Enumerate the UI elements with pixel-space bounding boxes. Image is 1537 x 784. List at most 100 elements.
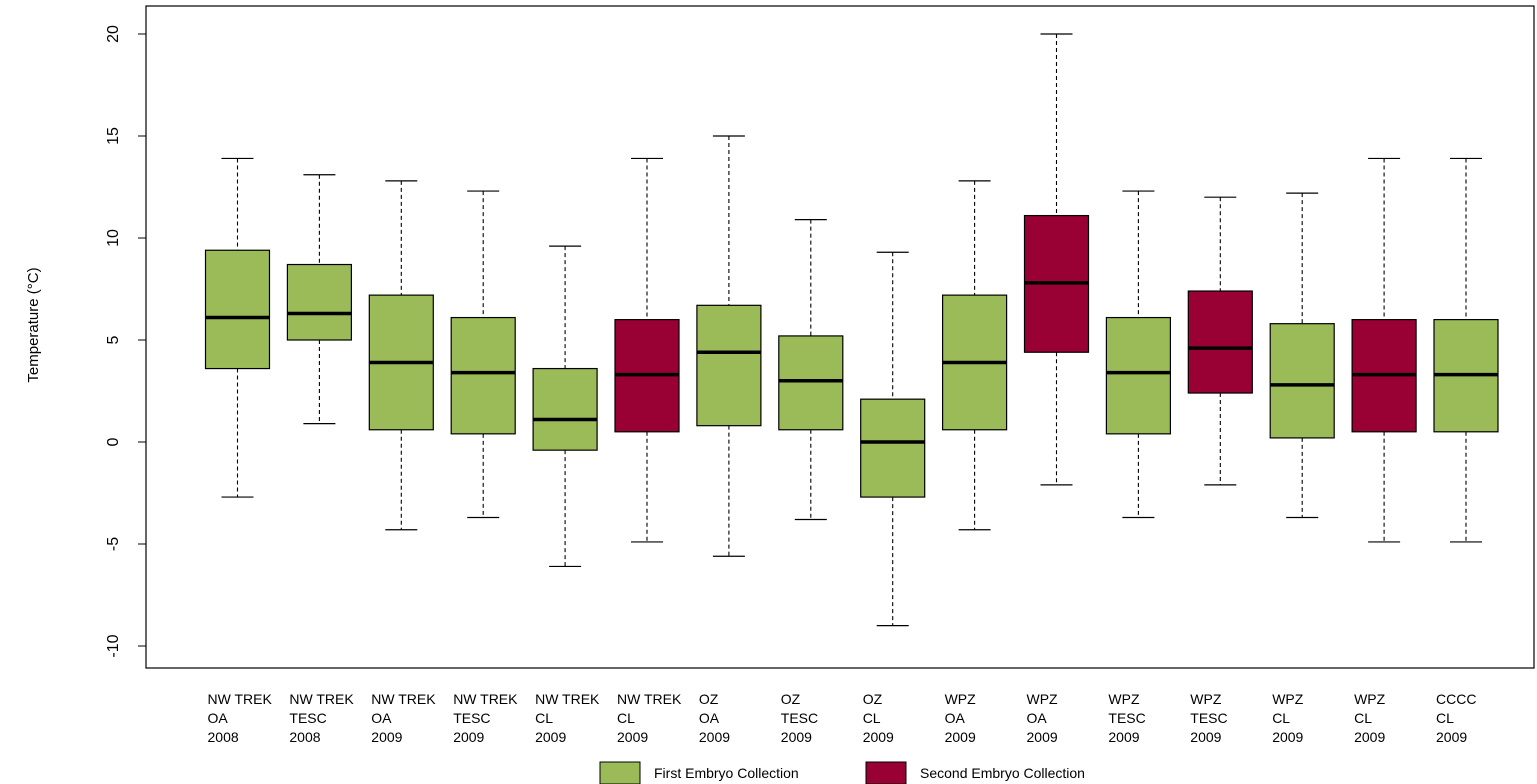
box-12 [1105, 190, 1172, 519]
x-category-label-line: WPZ [1354, 691, 1386, 707]
box-6 [614, 157, 680, 543]
x-category-label-line: CL [863, 710, 881, 726]
x-category-label-line: CL [535, 710, 553, 726]
box-5 [532, 245, 598, 568]
x-category-label-line: CL [1354, 710, 1372, 726]
box-10 [941, 180, 1008, 531]
x-category-label-line: OZ [699, 691, 719, 707]
x-category-label-line: 2009 [617, 729, 648, 745]
box-15 [1351, 157, 1417, 543]
x-category-label-line: 2009 [863, 729, 894, 745]
x-category-label-line: WPZ [1108, 691, 1140, 707]
x-category-label: CCCC CL 2009 [1436, 691, 1476, 745]
y-tick-label: 5 [105, 335, 122, 344]
legend-label: Second Embryo Collection [920, 765, 1085, 781]
y-tick-label: 0 [105, 437, 122, 446]
iqr-box [204, 249, 271, 370]
x-category-label: WPZ TESC 2009 [1190, 691, 1227, 745]
x-category-label-line: OA [699, 710, 720, 726]
x-category-label: NW TREK TESC 2008 [289, 691, 354, 745]
x-category-label-line: 2009 [699, 729, 730, 745]
x-category-label: WPZ OA 2009 [945, 691, 977, 745]
x-category-label-line: TESC [1108, 710, 1145, 726]
x-category-label-line: CL [1272, 710, 1290, 726]
y-tick-label: -10 [105, 634, 122, 657]
x-category-label-line: NW TREK [208, 691, 273, 707]
x-category-label-line: OZ [781, 691, 801, 707]
x-category-label-line: WPZ [1272, 691, 1304, 707]
x-category-label-line: 2009 [1027, 729, 1058, 745]
iqr-box [860, 398, 926, 498]
x-category-label-line: TESC [289, 710, 326, 726]
box-3 [368, 180, 434, 531]
x-category-label-line: OA [945, 710, 966, 726]
iqr-box [286, 263, 352, 341]
box-2 [286, 174, 352, 425]
x-category-label-line: WPZ [1027, 691, 1059, 707]
box-7 [696, 135, 762, 557]
iqr-box [1105, 316, 1172, 435]
x-category-label-line: TESC [453, 710, 490, 726]
x-category-label: WPZ TESC 2009 [1108, 691, 1145, 745]
legend: First Embryo Collection Second Embryo Col… [599, 761, 1085, 784]
iqr-box [532, 367, 598, 451]
box-11 [1023, 33, 1090, 486]
y-tick-label: -5 [105, 537, 122, 551]
x-category-label-line: OA [371, 710, 392, 726]
x-category-label-line: 2009 [371, 729, 402, 745]
legend-swatch [865, 761, 907, 784]
x-category-label-line: OZ [863, 691, 883, 707]
x-category-label: WPZ CL 2009 [1354, 691, 1386, 745]
iqr-box [696, 304, 762, 427]
y-axis: 20 15 10 5 0 -5 -10 [105, 25, 147, 658]
x-category-label-line: WPZ [1190, 691, 1222, 707]
box-series [204, 33, 1499, 627]
x-category-label: OZ TESC 2009 [781, 691, 818, 745]
legend-item-first: First Embryo Collection [599, 761, 799, 784]
legend-item-second: Second Embryo Collection [865, 761, 1085, 784]
x-category-label: WPZ CL 2009 [1272, 691, 1304, 745]
iqr-box [450, 316, 516, 435]
x-category-label: NW TREK CL 2009 [617, 691, 682, 745]
x-category-label-line: OA [208, 710, 229, 726]
x-category-label-line: CCCC [1436, 691, 1476, 707]
x-category-label-line: 2009 [453, 729, 484, 745]
x-category-label-line: WPZ [945, 691, 977, 707]
x-category-label-line: NW TREK [289, 691, 354, 707]
x-category-label: NW TREK TESC 2009 [453, 691, 518, 745]
box-9 [860, 251, 926, 627]
x-category-label-line: NW TREK [371, 691, 436, 707]
x-category-label-line: 2009 [1354, 729, 1385, 745]
x-category-label-line: 2009 [1436, 729, 1467, 745]
iqr-box [778, 335, 844, 431]
x-category-label-line: 2008 [208, 729, 239, 745]
x-category-label-line: OA [1027, 710, 1048, 726]
box-16 [1433, 157, 1499, 543]
x-category-label-line: NW TREK [617, 691, 682, 707]
legend-label: First Embryo Collection [654, 765, 799, 781]
x-category-label-line: TESC [781, 710, 818, 726]
iqr-box [1187, 290, 1253, 394]
y-tick-label: 10 [105, 229, 122, 247]
x-category-label-line: 2009 [1272, 729, 1303, 745]
x-category-label: OZ CL 2009 [863, 691, 894, 745]
box-13 [1187, 196, 1253, 486]
x-category-label-line: 2009 [535, 729, 566, 745]
x-category-label-line: 2009 [1108, 729, 1139, 745]
y-axis-label: Temperature (°C) [25, 267, 42, 382]
x-category-label: NW TREK OA 2008 [208, 691, 273, 745]
x-category-label: NW TREK OA 2009 [371, 691, 436, 745]
x-category-label-line: 2009 [781, 729, 812, 745]
x-category-label-line: 2008 [289, 729, 320, 745]
box-8 [778, 219, 844, 521]
iqr-box [1269, 323, 1335, 439]
x-axis-category-labels: NW TREK OA 2008 NW TREK TESC 2008 NW TREK OA 200… [208, 691, 1477, 745]
x-category-label-line: 2009 [945, 729, 976, 745]
x-category-label-line: CL [617, 710, 635, 726]
box-4 [450, 190, 516, 519]
box-1 [204, 157, 271, 498]
x-category-label: WPZ OA 2009 [1027, 691, 1059, 745]
x-category-label: OZ OA 2009 [699, 691, 730, 745]
x-category-label-line: TESC [1190, 710, 1227, 726]
